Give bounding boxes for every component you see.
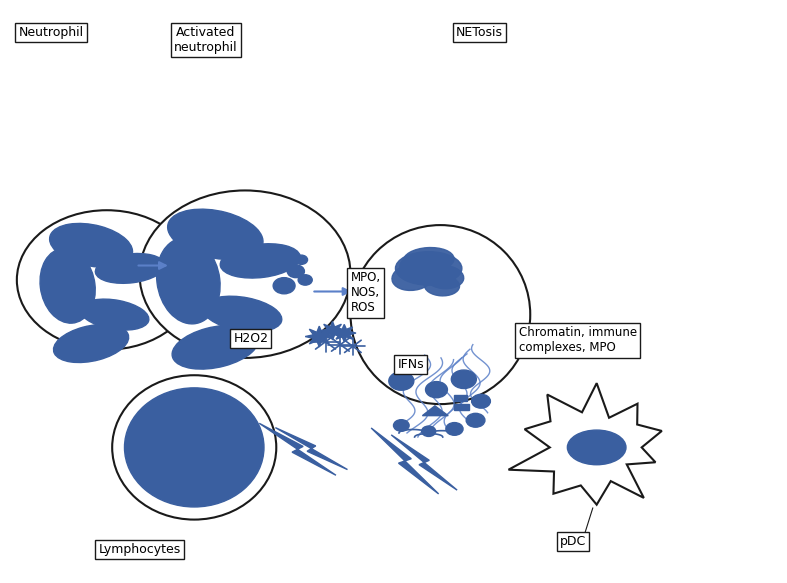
- Circle shape: [446, 423, 463, 436]
- Circle shape: [295, 255, 308, 264]
- Ellipse shape: [425, 265, 464, 289]
- Ellipse shape: [395, 252, 462, 285]
- Circle shape: [298, 275, 312, 285]
- Polygon shape: [259, 423, 336, 475]
- Ellipse shape: [50, 223, 132, 267]
- Polygon shape: [320, 322, 345, 340]
- Text: MPO,
NOS,
ROS: MPO, NOS, ROS: [350, 271, 381, 314]
- Polygon shape: [423, 406, 449, 416]
- Ellipse shape: [113, 375, 276, 519]
- Text: Activated
neutrophil: Activated neutrophil: [174, 26, 238, 54]
- Ellipse shape: [172, 325, 259, 369]
- Circle shape: [471, 394, 490, 408]
- Ellipse shape: [124, 388, 264, 507]
- Ellipse shape: [424, 276, 460, 296]
- Text: Lymphocytes: Lymphocytes: [98, 543, 181, 556]
- Ellipse shape: [220, 244, 301, 278]
- Text: H2O2: H2O2: [233, 332, 268, 345]
- Text: IFNs: IFNs: [397, 358, 424, 371]
- Circle shape: [280, 252, 296, 264]
- Ellipse shape: [168, 209, 263, 259]
- Ellipse shape: [203, 296, 282, 332]
- Text: Neutrophil: Neutrophil: [18, 26, 83, 39]
- Polygon shape: [305, 326, 334, 347]
- Text: Chromatin, immune
complexes, MPO: Chromatin, immune complexes, MPO: [519, 326, 637, 354]
- Ellipse shape: [157, 238, 220, 324]
- Text: pDC: pDC: [560, 535, 586, 548]
- Circle shape: [273, 278, 295, 294]
- Ellipse shape: [40, 248, 95, 323]
- Ellipse shape: [392, 264, 434, 290]
- Ellipse shape: [403, 248, 454, 272]
- Circle shape: [394, 420, 409, 431]
- Ellipse shape: [400, 255, 431, 276]
- Circle shape: [466, 413, 485, 427]
- Ellipse shape: [54, 324, 128, 363]
- Ellipse shape: [95, 254, 165, 283]
- Circle shape: [287, 265, 305, 278]
- FancyBboxPatch shape: [454, 395, 467, 401]
- Circle shape: [422, 426, 436, 437]
- Polygon shape: [371, 428, 438, 494]
- Polygon shape: [275, 427, 348, 469]
- FancyBboxPatch shape: [453, 403, 469, 410]
- Circle shape: [389, 372, 414, 390]
- Polygon shape: [391, 435, 457, 490]
- Circle shape: [426, 382, 448, 398]
- Polygon shape: [508, 383, 662, 505]
- Ellipse shape: [350, 225, 530, 404]
- Circle shape: [451, 370, 476, 388]
- Ellipse shape: [139, 191, 350, 358]
- Ellipse shape: [80, 299, 149, 330]
- Text: NETosis: NETosis: [456, 26, 503, 39]
- Ellipse shape: [567, 430, 626, 465]
- Ellipse shape: [17, 210, 197, 350]
- Polygon shape: [333, 324, 356, 342]
